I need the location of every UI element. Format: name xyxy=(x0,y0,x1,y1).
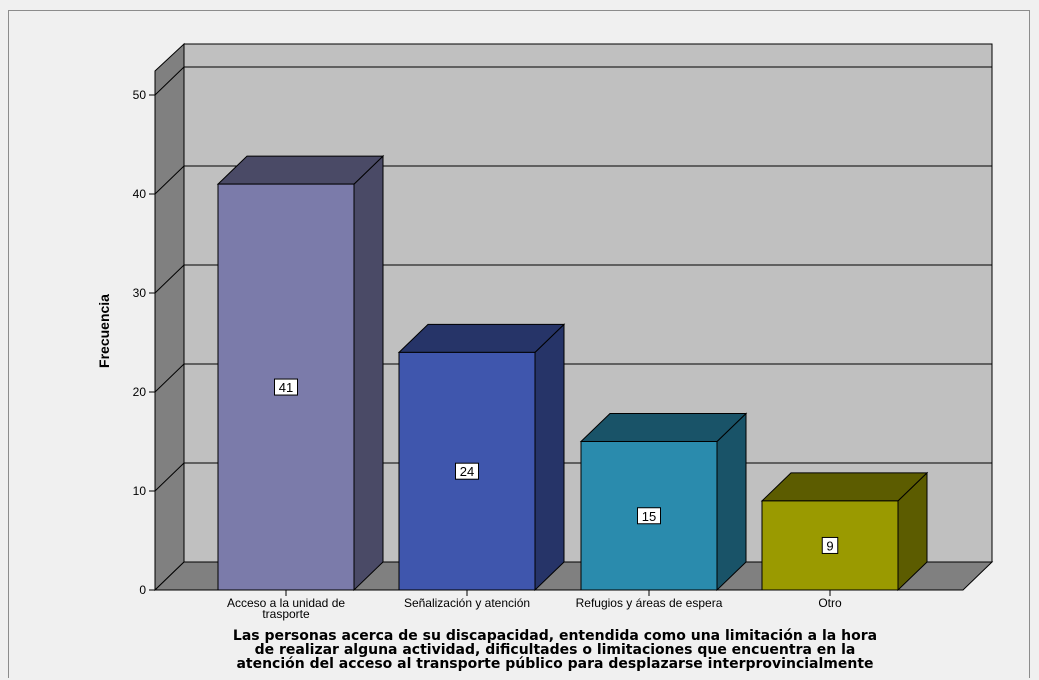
bar-side xyxy=(716,412,747,592)
gridline-left xyxy=(154,165,185,195)
bar-side xyxy=(353,154,384,592)
x-axis-title-line: de realizar alguna actividad, dificultad… xyxy=(255,642,856,658)
bar-2: 24 xyxy=(397,323,566,592)
bar-top xyxy=(579,413,748,442)
data-label-box xyxy=(821,536,839,554)
bar-4: 9 xyxy=(760,471,929,592)
data-label: 41 xyxy=(279,380,293,395)
bar-top xyxy=(216,155,385,185)
x-tick-label: Refugios y áreas de espera xyxy=(576,596,723,610)
bar-side xyxy=(534,323,565,592)
y-axis: 0 10 20 30 40 50 xyxy=(133,88,155,597)
gridline-left xyxy=(154,363,185,393)
data-label: 9 xyxy=(826,538,833,553)
bar-1: 41 xyxy=(216,154,385,592)
bar-3: 15 xyxy=(579,412,748,592)
data-label-box xyxy=(637,507,661,525)
x-tick-label: Acceso a la unidad de xyxy=(227,596,345,610)
x-axis-title-line: atención del acceso al transporte públic… xyxy=(236,656,873,672)
gridline-left xyxy=(154,66,185,96)
gridline-left xyxy=(154,462,185,492)
data-label: 15 xyxy=(642,509,656,524)
gridline-left xyxy=(154,264,185,294)
x-axis-title: Las personas acerca de su discapacidad, … xyxy=(233,628,877,672)
x-tick-label: trasporte xyxy=(262,607,310,621)
y-tick-label: 50 xyxy=(133,88,147,102)
y-tick-label: 0 xyxy=(139,583,146,597)
x-tick-label: Otro xyxy=(818,596,842,610)
x-tick-label: Señalización y atención xyxy=(404,596,530,610)
y-axis-label: Frecuencia xyxy=(96,294,112,368)
data-label-box xyxy=(455,462,479,480)
bar-top xyxy=(760,472,929,502)
y-tick-label: 30 xyxy=(133,286,147,300)
x-axis-title-line: Las personas acerca de su discapacidad, … xyxy=(233,628,877,644)
data-label-box xyxy=(274,378,298,396)
y-tick-label: 10 xyxy=(133,484,147,498)
y-tick-label: 20 xyxy=(133,385,147,399)
data-label: 24 xyxy=(460,464,474,479)
bar-top xyxy=(397,323,566,353)
y-tick-label: 40 xyxy=(133,187,147,201)
left-wall xyxy=(154,42,185,592)
